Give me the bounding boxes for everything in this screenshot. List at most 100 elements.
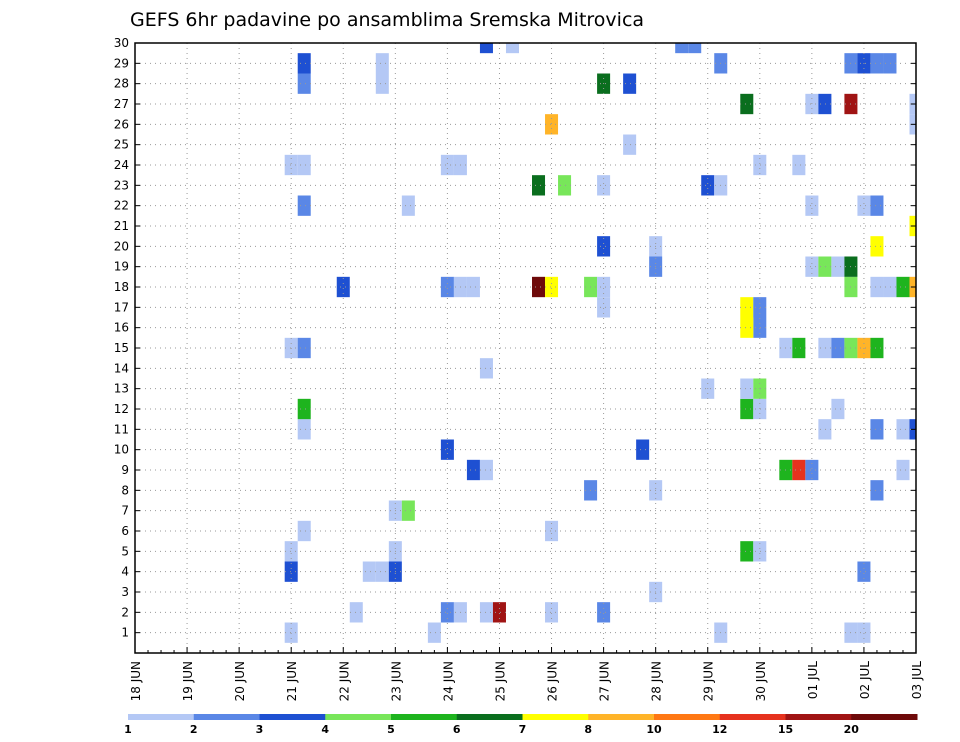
precip-cell (597, 297, 611, 318)
colorbar-label: 12 (712, 723, 727, 736)
x-tick-label: 21 JUN (285, 661, 299, 701)
colorbar-swatch (391, 714, 458, 720)
precip-cell (284, 154, 298, 176)
precip-cell (818, 256, 832, 277)
precip-cell (870, 53, 884, 74)
precip-cell (297, 154, 311, 176)
x-tick-label: 28 JUN (650, 661, 664, 701)
y-tick-label: 21 (114, 219, 129, 233)
precip-cell (297, 195, 311, 216)
colorbar-label: 10 (646, 723, 662, 736)
precip-cell (545, 276, 559, 298)
precip-cell (284, 541, 298, 562)
colorbar-label: 7 (519, 723, 527, 736)
precip-cell (532, 175, 546, 196)
y-tick-label: 25 (114, 138, 129, 152)
precip-cell (597, 175, 611, 196)
x-tick-label: 03 JUL (910, 661, 924, 699)
precip-cell (831, 256, 845, 277)
y-tick-label: 8 (121, 483, 129, 497)
precip-cell (505, 43, 519, 54)
precip-cell (688, 43, 702, 54)
x-tick-label: 24 JUN (441, 661, 455, 701)
precip-cell (675, 43, 689, 54)
colorbar-label: 6 (453, 723, 461, 736)
x-tick-label: 30 JUN (754, 661, 768, 701)
precip-cell (375, 53, 389, 74)
colorbar-label: 3 (256, 723, 264, 736)
colorbar: 1 2 3 4 5 6 7 8 10 12 15 20 (124, 714, 918, 736)
precip-cell (375, 561, 389, 582)
precip-cell (297, 398, 311, 420)
colorbar-swatch (851, 714, 918, 720)
precip-cell (492, 602, 506, 623)
colorbar-swatch (259, 714, 326, 720)
precip-cell (440, 602, 454, 623)
y-tick-label: 1 (121, 626, 129, 640)
precip-cell (870, 195, 884, 216)
precip-cell (818, 93, 832, 115)
colorbar-swatch (785, 714, 852, 720)
precip-cell (297, 520, 311, 542)
y-tick-label: 10 (114, 443, 129, 457)
colorbar-label: 4 (321, 723, 329, 736)
precip-cell (753, 317, 767, 338)
y-tick-label: 19 (114, 260, 129, 274)
precip-cell (896, 419, 910, 440)
y-tick-label: 16 (114, 321, 129, 335)
precip-cell (479, 43, 493, 54)
y-tick-label: 15 (114, 341, 129, 355)
precip-cell (623, 73, 637, 94)
precip-cell (870, 236, 884, 257)
precip-cell (336, 276, 350, 298)
y-tick-label: 11 (114, 422, 129, 436)
precip-cell (792, 459, 806, 481)
precip-cell (297, 73, 311, 94)
y-tick-label: 12 (114, 402, 129, 416)
y-tick-label: 14 (114, 361, 129, 375)
precip-cell (818, 337, 832, 359)
colorbar-swatch (654, 714, 721, 720)
y-tick-label: 17 (114, 300, 129, 314)
precip-cell (349, 602, 363, 623)
precip-cell (857, 195, 871, 216)
precip-cell (805, 256, 819, 277)
y-tick-label: 9 (121, 463, 129, 477)
y-tick-label: 29 (114, 56, 129, 70)
y-tick-label: 7 (121, 504, 129, 518)
y-tick-label: 2 (121, 605, 129, 619)
precip-cell (479, 459, 493, 481)
x-tick-label: 01 JUL (806, 661, 820, 699)
precip-cell (870, 337, 884, 359)
x-tick-label: 29 JUN (702, 661, 716, 701)
x-tick-label: 22 JUN (337, 661, 351, 701)
precip-cell (636, 439, 650, 460)
precip-cell (597, 236, 611, 257)
precip-cell (440, 276, 454, 298)
precip-cell (440, 439, 454, 460)
colorbar-label: 20 (844, 723, 860, 736)
precip-cell (818, 419, 832, 440)
precip-cell (532, 276, 546, 298)
x-tick-label: 26 JUN (546, 661, 560, 701)
cells-layer (284, 43, 916, 643)
precip-cell (883, 276, 897, 298)
precip-cell (753, 154, 767, 176)
precip-cell (805, 195, 819, 216)
precip-cell (740, 317, 754, 338)
precip-cell (597, 276, 611, 298)
precip-cell (362, 561, 376, 582)
precip-cell (545, 602, 559, 623)
y-tick-label: 20 (114, 239, 129, 253)
precip-cell (805, 459, 819, 481)
precip-cell (401, 500, 415, 521)
precip-cell (597, 602, 611, 623)
colorbar-swatch (193, 714, 260, 720)
colorbar-label: 1 (124, 723, 132, 736)
colorbar-label: 8 (584, 723, 592, 736)
colorbar-swatch (522, 714, 589, 720)
precip-cell (623, 134, 637, 155)
colorbar-swatch (325, 714, 392, 720)
precip-cell (896, 276, 910, 298)
y-tick-label: 13 (114, 382, 129, 396)
